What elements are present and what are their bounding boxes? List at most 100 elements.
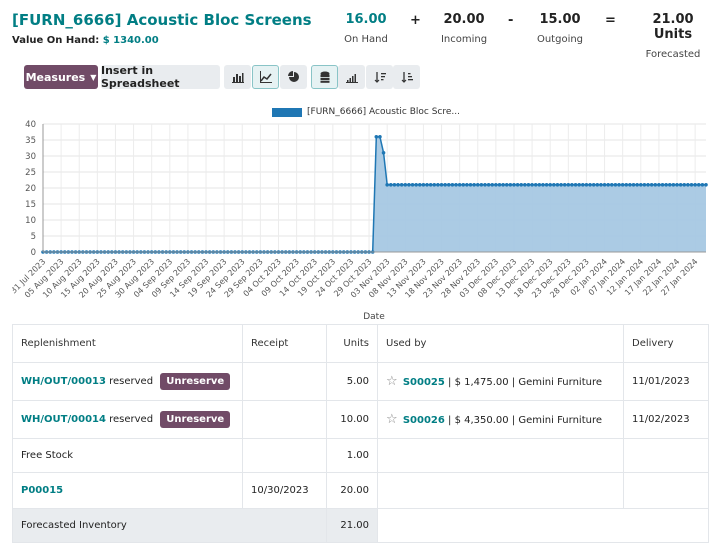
data-point [468, 183, 473, 187]
sort-descending-button[interactable] [366, 65, 393, 89]
data-point [602, 183, 607, 187]
data-point [599, 183, 603, 187]
forecasted-inventory-label: Forecasted Inventory [12, 508, 327, 543]
data-point [515, 183, 520, 187]
delivery-cell: 11/02/2023 [623, 400, 709, 439]
y-tick-label: 15 [25, 200, 36, 210]
units-cell: 20.00 [326, 472, 378, 509]
forecasted-value: 21.00 Units [652, 12, 694, 42]
insert-in-spreadsheet-button[interactable]: Insert in Spreadsheet [101, 64, 220, 90]
data-point [552, 183, 556, 187]
data-point [660, 183, 665, 187]
measures-dropdown-button[interactable]: Measures ▼ [24, 65, 98, 89]
plus-operator: + [410, 13, 421, 28]
measures-label: Measures [25, 70, 86, 84]
sort-ascending-button[interactable] [393, 65, 420, 89]
outgoing-stat[interactable]: 15.00 Outgoing [529, 12, 591, 45]
cumulative-toggle-button[interactable] [338, 65, 365, 89]
reserved-text: reserved [109, 376, 154, 387]
used-by-details: | $ 1,475.00 | Gemini Furniture [448, 377, 602, 388]
bar-chart-icon [231, 73, 244, 83]
star-icon[interactable]: ☆ [386, 374, 398, 389]
data-point [374, 135, 379, 139]
receipt-cell: 10/30/2023 [242, 472, 327, 509]
y-tick-label: 0 [31, 248, 36, 258]
legend-label: [FURN_6666] Acoustic Bloc Scre... [307, 107, 460, 117]
y-tick-label: 35 [25, 136, 36, 146]
data-point [533, 183, 538, 187]
data-point [512, 183, 516, 187]
chart-legend[interactable]: [FURN_6666] Acoustic Bloc Scre... [272, 107, 460, 117]
data-point [378, 135, 382, 139]
data-point [617, 183, 621, 187]
replenishment-cell: P00015 [12, 472, 243, 509]
data-point [548, 183, 553, 187]
data-point [490, 183, 495, 187]
reserved-text: reserved [109, 414, 154, 425]
units-cell: 1.00 [326, 438, 378, 473]
data-point [667, 183, 672, 187]
unreserve-button[interactable]: Unreserve [160, 411, 231, 428]
data-point [664, 183, 668, 187]
data-point [519, 183, 524, 187]
forecasted-stat[interactable]: 21.00 Units Forecasted [632, 12, 714, 60]
data-point [581, 183, 585, 187]
data-point [642, 183, 647, 187]
data-point [591, 183, 596, 187]
delivery-cell [623, 438, 709, 473]
y-tick-label: 25 [25, 168, 36, 178]
data-point [457, 183, 462, 187]
data-point [439, 183, 444, 187]
star-icon[interactable]: ☆ [386, 412, 398, 427]
data-point [624, 183, 629, 187]
move-link[interactable]: WH/OUT/00014 [21, 414, 106, 425]
on-hand-stat[interactable]: 16.00 On Hand [335, 12, 397, 45]
data-point [638, 183, 643, 187]
data-point [399, 183, 404, 187]
sale-order-link[interactable]: S00025 [402, 377, 445, 388]
incoming-value: 20.00 [443, 12, 485, 27]
legend-swatch [272, 107, 302, 117]
data-point [526, 183, 531, 187]
free-stock-label: Free Stock [12, 438, 243, 473]
data-point [414, 183, 418, 187]
forecast-chart: [FURN_6666] Acoustic Bloc Scre... 0 5 10 15… [9, 101, 708, 324]
unreserve-button[interactable]: Unreserve [160, 373, 231, 390]
data-point [700, 183, 705, 187]
forecasted-label: Forecasted [645, 49, 701, 60]
incoming-stat[interactable]: 20.00 Incoming [433, 12, 495, 45]
used-by-cell: ☆ S00025 | $ 1,475.00 | Gemini Furniture [377, 362, 624, 401]
on-hand-label: On Hand [344, 34, 388, 45]
data-point [385, 183, 389, 187]
data-point [577, 183, 581, 187]
data-point [407, 183, 411, 187]
data-point [461, 183, 466, 187]
x-axis-title: Date [363, 312, 385, 322]
data-point [689, 183, 694, 187]
product-title[interactable]: [FURN_6666] Acoustic Bloc Screens [12, 11, 312, 29]
data-point [588, 183, 592, 187]
data-point [682, 183, 687, 187]
units-cell: 10.00 [326, 400, 378, 439]
caret-down-icon: ▼ [90, 72, 97, 82]
value-on-hand-amount: $ 1340.00 [102, 35, 159, 46]
used-by-cell [377, 438, 624, 473]
bar-chart-button[interactable] [224, 65, 251, 89]
line-chart-button[interactable] [252, 65, 279, 89]
y-tick-label: 30 [25, 152, 36, 162]
data-point [392, 183, 397, 187]
move-link[interactable]: WH/OUT/00013 [21, 376, 106, 387]
data-point [504, 183, 509, 187]
data-point [410, 183, 415, 187]
data-point [475, 183, 480, 187]
pie-chart-button[interactable] [280, 65, 307, 89]
data-point [523, 183, 527, 187]
value-on-hand-label: Value On Hand: [12, 35, 100, 46]
purchase-order-link[interactable]: P00015 [21, 485, 64, 496]
empty-cell [377, 508, 709, 543]
forecasted-inventory-units: 21.00 [326, 508, 378, 543]
stacked-toggle-button[interactable] [311, 65, 338, 89]
sale-order-link[interactable]: S00026 [402, 415, 445, 426]
replenishment-table: Replenishment Receipt Units Used by Deli… [12, 324, 709, 543]
